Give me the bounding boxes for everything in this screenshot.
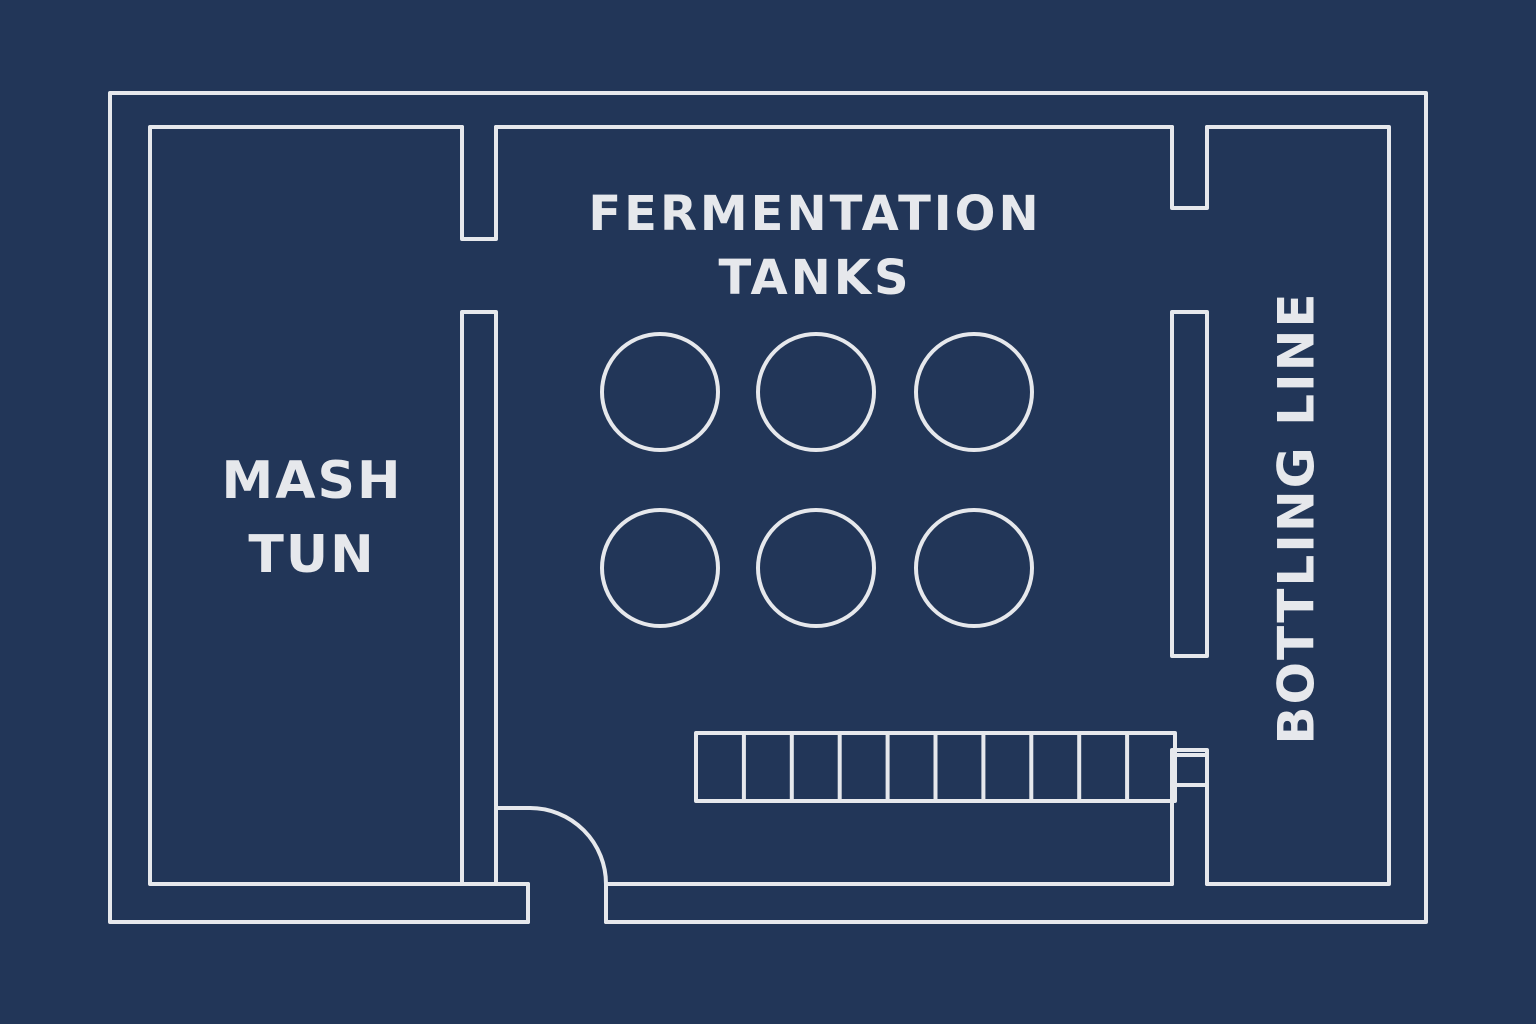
fermentation-tanks [600,332,1034,628]
mash-tun-label-line2: TUN [248,525,375,585]
fermentation-tank [756,508,876,628]
fermentation-label-line2: TANKS [718,250,911,306]
outer-wall [108,91,1428,924]
inner-wall-left [148,125,530,886]
bottling-conveyor [694,731,1209,803]
fermentation-tank [914,508,1034,628]
partition-right-lower [1170,748,1209,886]
fermentation-tank [600,508,720,628]
door-swing-icon [494,806,608,886]
mash-tun-label-line1: MASH [222,451,403,511]
fermentation-tank [600,332,720,452]
fermentation-tank [914,332,1034,452]
partition-right-upper [1170,125,1209,210]
partition-left-upper [460,125,498,241]
inner-wall-right [1205,125,1391,886]
fermentation-label-line1: FERMENTATION [588,186,1041,242]
conveyor-end-stub [1173,753,1209,787]
partition-right-mid [1170,310,1209,658]
partition-left-lower [460,310,498,886]
fermentation-tank [756,332,876,452]
door-arc [528,806,608,886]
bottling-line-label: BOTTLING LINE [1268,291,1326,744]
door-leaf [494,806,532,886]
